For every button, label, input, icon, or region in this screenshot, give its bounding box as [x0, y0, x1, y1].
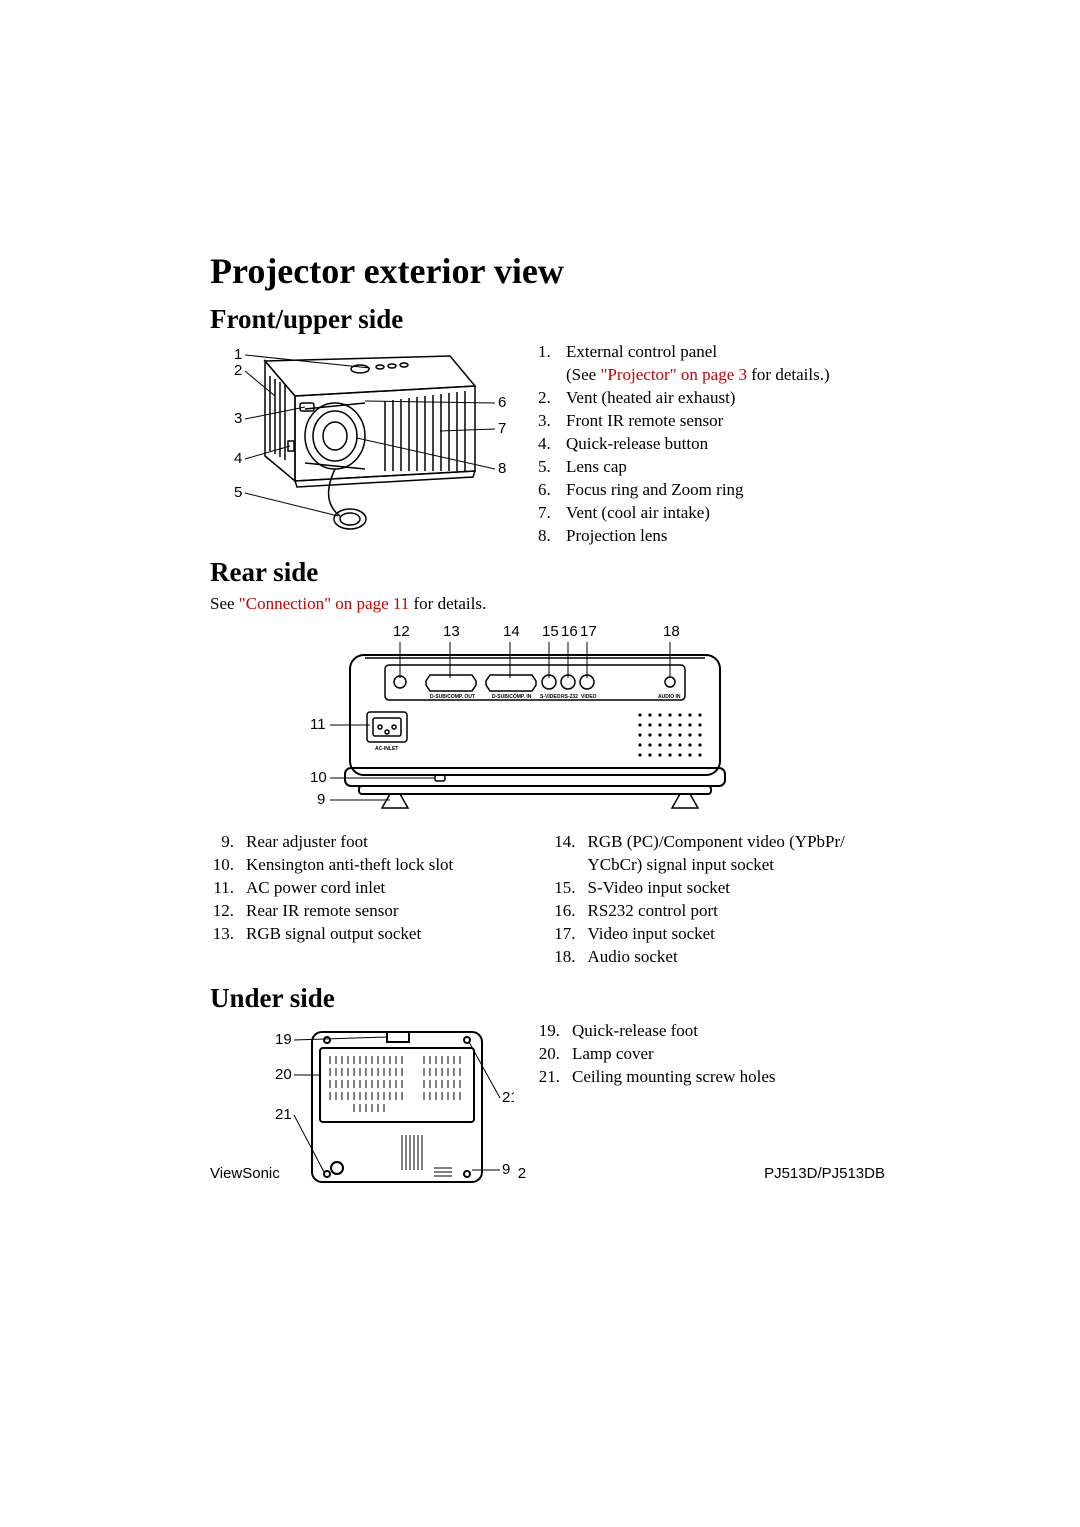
- footer-right: PJ513D/PJ513DB: [764, 1165, 885, 1182]
- connection-link[interactable]: "Connection" on page 11: [239, 594, 409, 613]
- callout-10: 10: [310, 769, 327, 786]
- callout-13: 13: [443, 623, 460, 640]
- list-text: Rear IR remote sensor: [246, 900, 398, 923]
- front-list: 1.External control panel (See "Projector…: [538, 341, 830, 547]
- under-heading: Under side: [210, 983, 885, 1014]
- callout-6: 6: [498, 394, 506, 411]
- list-num: 1.: [538, 341, 566, 364]
- rear-section: Rear side See "Connection" on page 11 fo…: [210, 557, 885, 969]
- port-label: AC-INLET: [375, 746, 398, 752]
- callout-21r: 21: [502, 1089, 514, 1106]
- list-text: Video input socket: [588, 923, 715, 946]
- list-num: 4.: [538, 433, 566, 456]
- list-text: Audio socket: [588, 946, 678, 969]
- callout-5: 5: [234, 484, 242, 501]
- callout-19: 19: [275, 1031, 292, 1048]
- port-label: D-SUB/COMP. OUT: [430, 694, 475, 700]
- callout-21l: 21: [275, 1106, 292, 1123]
- callout-2: 2: [234, 362, 242, 379]
- footer: ViewSonic 2 PJ513D/PJ513DB: [210, 1165, 885, 1182]
- list-num: 16.: [552, 900, 588, 923]
- list-text: AC power cord inlet: [246, 877, 385, 900]
- callout-12: 12: [393, 623, 410, 640]
- callout-9: 9: [317, 791, 325, 808]
- list-text: Lens cap: [566, 456, 627, 479]
- callout-18: 18: [663, 623, 680, 640]
- rear-note: See "Connection" on page 11 for details.: [210, 594, 885, 614]
- rear-right-col: 14.RGB (PC)/Component video (YPbPr/ YCbC…: [552, 831, 886, 969]
- list-num: 12.: [210, 900, 246, 923]
- list-num: 5.: [538, 456, 566, 479]
- list-num: 21.: [536, 1066, 572, 1089]
- callout-20: 20: [275, 1066, 292, 1083]
- callout-15: 15: [542, 623, 559, 640]
- rear-diagram-wrap: 12 13 14 15 16 17 18: [295, 620, 885, 825]
- front-diagram-box: 1 2 3 4 5 6 7 8: [210, 341, 518, 547]
- list-text: Rear adjuster foot: [246, 831, 368, 854]
- list-num: 19.: [536, 1020, 572, 1043]
- list-num: 20.: [536, 1043, 572, 1066]
- list-text: Focus ring and Zoom ring: [566, 479, 744, 502]
- list-text: Quick-release button: [566, 433, 708, 456]
- callout-14: 14: [503, 623, 520, 640]
- callout-3: 3: [234, 410, 242, 427]
- footer-left: ViewSonic: [210, 1165, 280, 1182]
- list-num: 6.: [538, 479, 566, 502]
- page-title: Projector exterior view: [210, 250, 885, 292]
- list-num: 11.: [210, 877, 246, 900]
- list-text: Projection lens: [566, 525, 668, 548]
- rear-two-col: 9.Rear adjuster foot 10.Kensington anti-…: [210, 831, 885, 969]
- footer-page: 2: [518, 1165, 526, 1182]
- list-num: 3.: [538, 410, 566, 433]
- callout-4: 4: [234, 450, 242, 467]
- list-num: 7.: [538, 502, 566, 525]
- list-text: Ceiling mounting screw holes: [572, 1066, 776, 1089]
- list-text: RGB (PC)/Component video (YPbPr/ YCbCr) …: [588, 831, 886, 877]
- front-heading: Front/upper side: [210, 304, 885, 335]
- list-text: Quick-release foot: [572, 1020, 698, 1043]
- callout-17: 17: [580, 623, 597, 640]
- callout-11: 11: [310, 716, 326, 733]
- link-pre: See: [572, 365, 601, 384]
- rear-heading: Rear side: [210, 557, 885, 588]
- list-text: RGB signal output socket: [246, 923, 421, 946]
- speaker-grille: [638, 714, 701, 757]
- callout-7: 7: [498, 420, 506, 437]
- callout-16: 16: [561, 623, 578, 640]
- port-label: RS-232: [561, 694, 578, 700]
- list-text: Vent (heated air exhaust): [566, 387, 735, 410]
- callout-8: 8: [498, 460, 506, 477]
- front-diagram: 1 2 3 4 5 6 7 8: [210, 341, 518, 546]
- rear-diagram: 12 13 14 15 16 17 18: [295, 620, 750, 825]
- port-label: S-VIDEO: [540, 694, 561, 700]
- rear-note-pre: See: [210, 594, 239, 613]
- list-num: 17.: [552, 923, 588, 946]
- list-num: 15.: [552, 877, 588, 900]
- list-text: Vent (cool air intake): [566, 502, 710, 525]
- list-num: 13.: [210, 923, 246, 946]
- list-text: External control panel: [566, 341, 717, 364]
- list-num: 18.: [552, 946, 588, 969]
- list-text: RS232 control port: [588, 900, 718, 923]
- list-text: Kensington anti-theft lock slot: [246, 854, 453, 877]
- list-num: 14.: [552, 831, 588, 877]
- rear-note-post: for details.: [409, 594, 486, 613]
- port-label: VIDEO: [581, 694, 597, 700]
- list-num: 2.: [538, 387, 566, 410]
- front-section: 1 2 3 4 5 6 7 8 1.External control panel…: [210, 341, 885, 547]
- list-num: 10.: [210, 854, 246, 877]
- port-label: AUDIO IN: [658, 694, 681, 700]
- link-post: for details.): [747, 365, 830, 384]
- list-text: S-Video input socket: [588, 877, 731, 900]
- list-num: 8.: [538, 525, 566, 548]
- rear-left-col: 9.Rear adjuster foot 10.Kensington anti-…: [210, 831, 544, 969]
- list-num: 9.: [210, 831, 246, 854]
- projector-link[interactable]: "Projector" on page 3: [600, 365, 747, 384]
- port-label: D-SUB/COMP. IN: [492, 694, 532, 700]
- list-text: Front IR remote sensor: [566, 410, 723, 433]
- front-link-line: (See "Projector" on page 3 for details.): [566, 364, 830, 387]
- callout-1: 1: [234, 346, 242, 363]
- list-text: Lamp cover: [572, 1043, 654, 1066]
